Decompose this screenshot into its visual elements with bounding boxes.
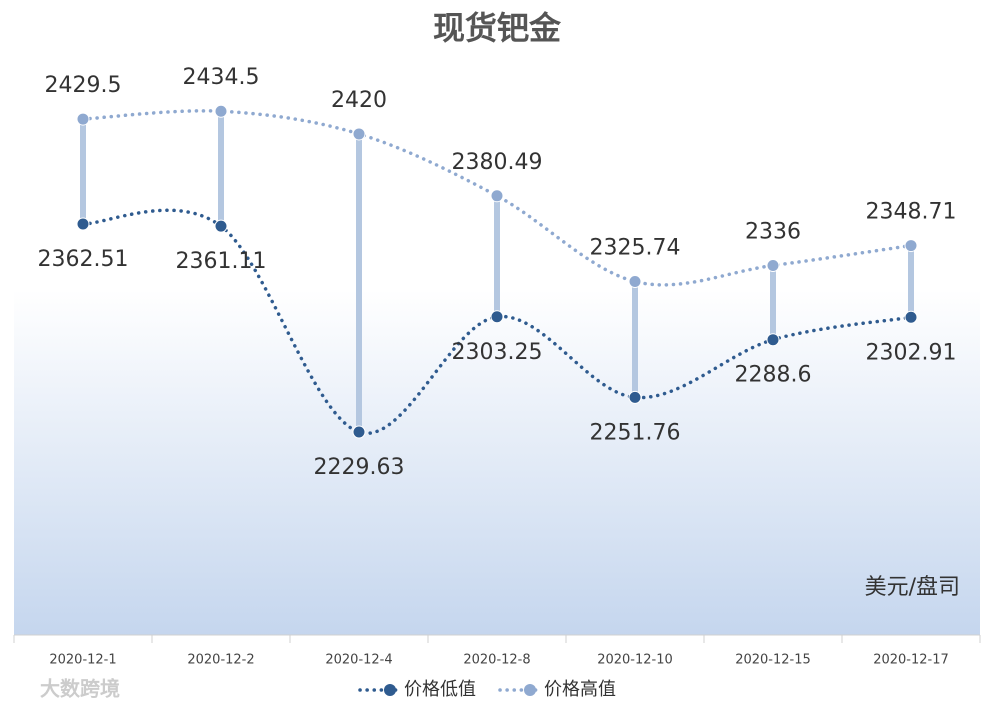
legend-marker: [384, 684, 396, 696]
x-tick-label: 2020-12-8: [463, 653, 530, 668]
marker: [76, 217, 90, 231]
legend-marker: [524, 684, 536, 696]
marker: [490, 189, 504, 203]
data-label: 2429.5: [45, 73, 122, 98]
marker: [490, 310, 504, 324]
high-low-bar: [770, 265, 776, 340]
data-label: 2348.71: [866, 200, 957, 225]
marker: [352, 425, 366, 439]
x-tick-label: 2020-12-10: [597, 653, 673, 668]
marker: [76, 112, 90, 126]
plot-area: [14, 40, 980, 635]
high-low-bar: [908, 245, 914, 318]
marker: [766, 258, 780, 272]
marker: [628, 275, 642, 289]
watermark: 大数跨境: [40, 677, 120, 701]
data-label: 2336: [745, 219, 801, 244]
data-label: 2229.63: [314, 455, 405, 480]
marker: [214, 104, 228, 118]
marker: [214, 219, 228, 233]
series-line: [81, 208, 913, 436]
high-low-bar: [218, 111, 224, 227]
chart-title: 现货钯金: [433, 9, 562, 47]
x-tick-label: 2020-12-15: [735, 653, 811, 668]
x-tick-label: 2020-12-4: [325, 653, 392, 668]
marker: [766, 333, 780, 347]
data-label: 2361.11: [176, 249, 267, 274]
high-low-bar: [356, 133, 362, 433]
marker: [352, 127, 366, 141]
data-label: 2251.76: [590, 420, 681, 445]
marker: [904, 239, 918, 253]
marker: [628, 390, 642, 404]
legend-label: 价格低值: [404, 679, 476, 700]
x-tick-label: 2020-12-17: [873, 653, 949, 668]
data-label: 2288.6: [735, 363, 812, 388]
x-tick-label: 2020-12-1: [49, 653, 116, 668]
high-low-bar: [80, 119, 86, 224]
data-label: 2302.91: [866, 340, 957, 365]
marker: [904, 310, 918, 324]
legend-label: 价格高值: [544, 679, 616, 700]
x-tick-label: 2020-12-2: [187, 653, 254, 668]
high-low-bar: [494, 195, 500, 317]
high-low-bar: [632, 281, 638, 398]
data-label: 2303.25: [452, 340, 543, 365]
data-label: 2420: [331, 88, 387, 113]
data-label: 2362.51: [38, 247, 129, 272]
data-label: 2380.49: [452, 150, 543, 175]
data-label: 2434.5: [183, 65, 260, 90]
data-label: 2325.74: [590, 236, 681, 261]
unit-label: 美元/盘司: [865, 575, 960, 600]
